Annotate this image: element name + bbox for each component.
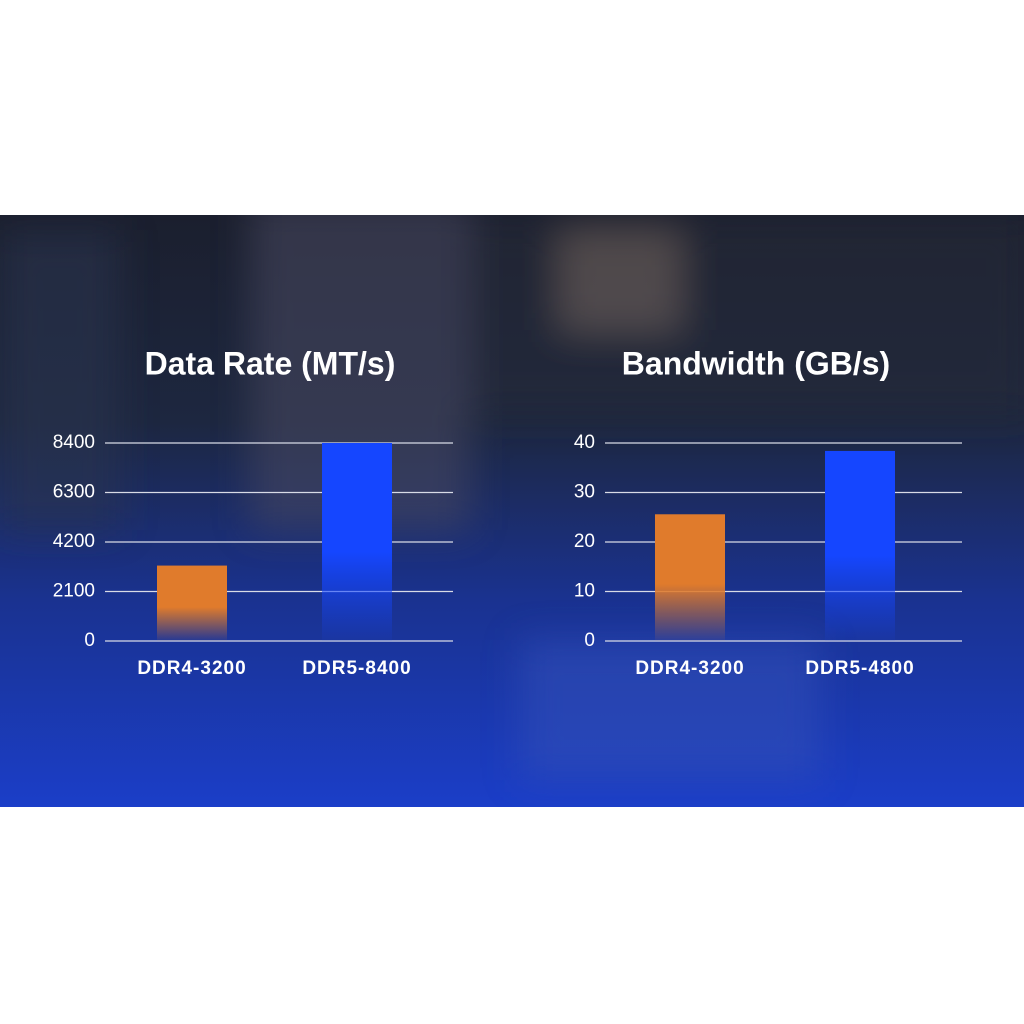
x-tick-label: DDR4-3200 bbox=[137, 658, 246, 679]
x-tick-label: DDR4-3200 bbox=[635, 658, 744, 679]
x-tick-label: DDR5-4800 bbox=[805, 658, 914, 679]
bar bbox=[322, 443, 392, 641]
bar bbox=[157, 565, 227, 641]
y-tick-label: 0 bbox=[84, 630, 95, 651]
bar bbox=[825, 450, 895, 641]
y-tick-label: 6300 bbox=[53, 482, 95, 503]
y-tick-label: 2100 bbox=[53, 581, 95, 602]
y-tick-label: 10 bbox=[574, 581, 595, 602]
y-tick-label: 4200 bbox=[53, 531, 95, 552]
y-tick-label: 30 bbox=[574, 482, 595, 503]
y-tick-label: 0 bbox=[584, 630, 595, 651]
chart-title: Bandwidth (GB/s) bbox=[622, 345, 890, 381]
y-tick-label: 20 bbox=[574, 531, 595, 552]
x-tick-label: DDR5-8400 bbox=[302, 658, 411, 679]
bar bbox=[655, 514, 725, 641]
y-tick-label: 40 bbox=[574, 432, 595, 453]
chart-title: Data Rate (MT/s) bbox=[145, 345, 396, 381]
background-blur bbox=[0, 215, 1024, 780]
y-tick-label: 8400 bbox=[53, 432, 95, 453]
charts: Data Rate (MT/s) 0 2100 4200 6300 8400 DDR4-32… bbox=[53, 345, 962, 679]
